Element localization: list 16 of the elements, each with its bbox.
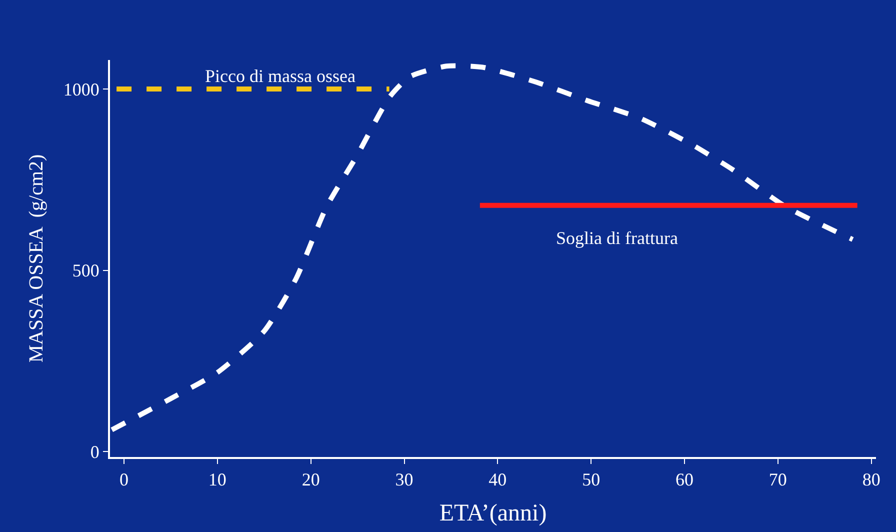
y-axis-title: MASSA OSSEA (g/cm2) bbox=[25, 154, 48, 363]
x-tick-label: 40 bbox=[488, 470, 507, 490]
annotation: Picco di massa ossea bbox=[205, 66, 356, 86]
x-axis-title: ETA’(anni) bbox=[439, 500, 547, 526]
x-tick-label: 20 bbox=[302, 470, 320, 490]
x-tick-label: 0 bbox=[120, 470, 129, 490]
annotation: Soglia di frattura bbox=[556, 228, 678, 248]
y-tick-label: 0 bbox=[90, 442, 100, 462]
x-tick-label: 80 bbox=[862, 470, 880, 490]
y-tick-label: 500 bbox=[72, 260, 100, 281]
y-tick-label: 1000 bbox=[63, 79, 100, 100]
x-tick-label: 70 bbox=[768, 470, 787, 490]
x-tick-label: 10 bbox=[208, 470, 226, 490]
x-tick-label: 60 bbox=[676, 470, 694, 490]
x-tick-label: 50 bbox=[582, 470, 600, 490]
x-tick-label: 30 bbox=[395, 470, 414, 490]
